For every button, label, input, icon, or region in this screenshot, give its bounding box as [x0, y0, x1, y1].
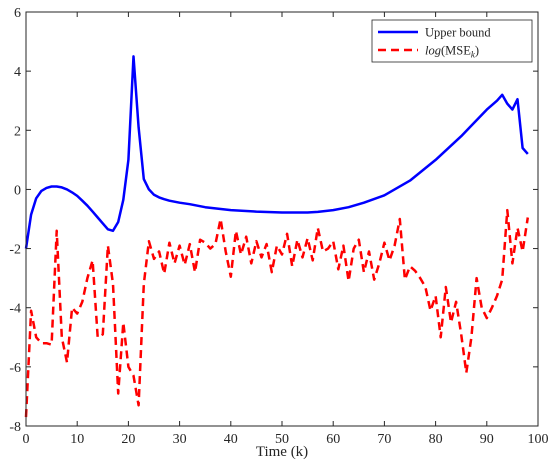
y-tick-label--6: -6	[9, 361, 21, 376]
legend-label-log-mse: log(MSEk)	[425, 44, 479, 60]
x-tick-label-0: 0	[23, 432, 30, 447]
y-tick-label-4: 4	[14, 65, 21, 80]
tick-labels-group: 0 10 20 30 40 50 60 70 80 90 100 -8 -6 -4 -2 0 2 4 6	[9, 6, 548, 447]
y-tick-label-6: 6	[14, 6, 21, 21]
series-group	[24, 55, 530, 418]
x-tick-label-10: 10	[70, 432, 84, 447]
y-tick-label--8: -8	[9, 420, 21, 435]
x-tick-label-70: 70	[377, 432, 391, 447]
legend-label-mse-open: (MSE	[441, 44, 471, 58]
y-tick-label-0: 0	[14, 183, 21, 198]
y-tick-label--4: -4	[9, 302, 21, 317]
x-tick-label-100: 100	[528, 432, 549, 447]
x-tick-label-60: 60	[326, 432, 340, 447]
x-tick-label-50: 50	[275, 432, 289, 447]
x-tick-label-90: 90	[480, 432, 494, 447]
legend-label-log: log	[425, 44, 441, 58]
series-line-upper-bound	[24, 55, 529, 249]
plot-frame	[25, 11, 539, 427]
y-tick-label-2: 2	[14, 124, 21, 139]
y-tick-label--2: -2	[9, 243, 21, 258]
x-tick-label-20: 20	[121, 432, 135, 447]
legend-label-upper-bound: Upper bound	[425, 26, 491, 40]
legend-box	[371, 19, 533, 63]
legend-label-mse-sub: k	[471, 50, 476, 60]
x-tick-label-30: 30	[173, 432, 187, 447]
x-tick-label-40: 40	[224, 432, 238, 447]
x-tick-label-80: 80	[429, 432, 443, 447]
plot-background	[26, 12, 538, 426]
legend-label-mse-close: )	[475, 44, 479, 58]
legend: Upper bound log(MSEk)	[371, 19, 533, 63]
x-axis-label: Time (k)	[256, 444, 308, 460]
